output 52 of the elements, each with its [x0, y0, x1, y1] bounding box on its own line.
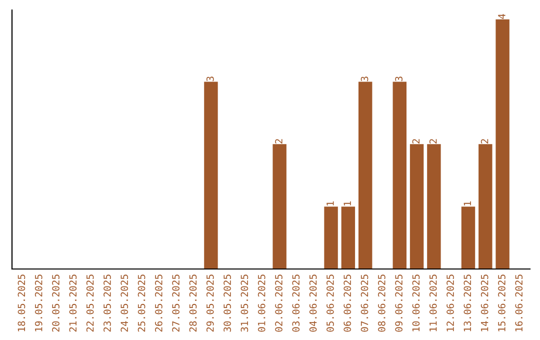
data-label: 4 [498, 14, 506, 19]
data-label: 3 [395, 76, 402, 82]
bar [358, 82, 372, 269]
x-tick-label: 06.06.2025 [344, 274, 352, 332]
x-tick-label: 13.06.2025 [464, 274, 472, 332]
x-tick-label: 04.06.2025 [309, 274, 317, 332]
bar [272, 144, 286, 269]
x-tick-label: 22.05.2025 [86, 274, 94, 332]
x-tick-label: 08.06.2025 [378, 274, 386, 332]
x-tick-label: 11.06.2025 [429, 274, 437, 332]
x-tick-label: 29.05.2025 [206, 274, 214, 332]
bar [392, 82, 407, 269]
x-tick-label: 01.06.2025 [258, 274, 266, 332]
bar [461, 206, 476, 269]
x-tick-label: 24.05.2025 [120, 274, 128, 332]
data-label: 3 [360, 76, 368, 82]
x-tick-label: 28.05.2025 [189, 274, 197, 332]
x-tick-label: 31.05.2025 [240, 274, 248, 332]
bar [204, 82, 218, 269]
data-label: 2 [412, 139, 420, 144]
data-label: 1 [344, 201, 351, 206]
data-label: 2 [429, 139, 437, 144]
bar [341, 206, 356, 269]
data-label: 2 [275, 139, 282, 144]
x-tick-label: 30.05.2025 [224, 274, 231, 332]
x-tick-label: 14.06.2025 [480, 274, 488, 332]
bar [410, 144, 424, 269]
x-tick-label: 23.05.2025 [104, 274, 111, 332]
x-tick-label: 10.06.2025 [412, 274, 420, 332]
data-label: 1 [326, 201, 334, 206]
x-tick-label: 02.06.2025 [275, 274, 282, 332]
x-tick-label: 19.05.2025 [34, 274, 42, 332]
x-tick-label: 18.05.2025 [18, 274, 26, 332]
bar [496, 19, 510, 269]
bar [478, 144, 492, 269]
x-tick-label: 03.06.2025 [292, 274, 300, 332]
x-tick-label: 25.05.2025 [138, 274, 146, 332]
x-tick-label: 20.05.2025 [52, 274, 60, 332]
x-tick-label: 05.06.2025 [326, 274, 334, 332]
x-tick-label: 16.06.2025 [515, 274, 523, 332]
x-tick-label: 12.06.2025 [446, 274, 454, 332]
data-label: 3 [206, 76, 214, 82]
x-tick-label: 21.05.2025 [69, 274, 77, 332]
data-label: 1 [464, 201, 471, 206]
bar [324, 206, 338, 269]
data-label: 2 [480, 139, 488, 144]
x-tick-label: 15.06.2025 [498, 274, 506, 332]
x-tick-label: 26.05.2025 [155, 274, 162, 332]
x-tick-label: 09.06.2025 [395, 274, 402, 332]
x-tick-label: 27.05.2025 [172, 274, 180, 332]
x-tick-label: 07.06.2025 [360, 274, 368, 332]
bar [427, 144, 441, 269]
